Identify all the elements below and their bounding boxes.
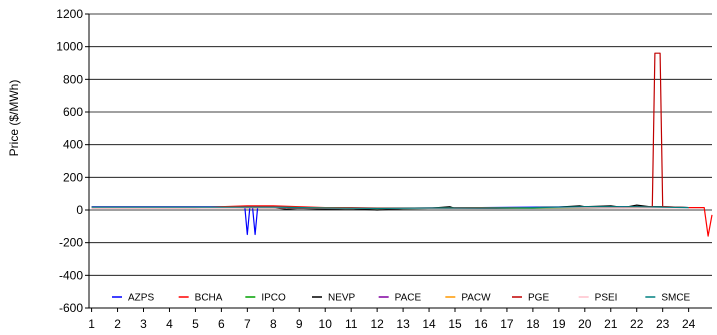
x-tick-label: 8 (270, 317, 277, 331)
legend-label-ipco: IPCO (261, 293, 286, 304)
x-tick-label: 10 (319, 317, 333, 331)
x-tick-label: 3 (140, 317, 147, 331)
plot-area (89, 14, 712, 308)
x-tick-labels: 1 2 3 4 5 6 7 8 9 10 11 12 13 14 15 16 17 18 19 20 21 22 23 24 (88, 317, 695, 331)
y-axis-title: Price ($/MWh) (7, 80, 21, 157)
y-tick-label: 400 (63, 138, 83, 152)
axes (85, 13, 712, 312)
legend: AZPS BCHA IPCO NEVP PACE PACW PGE PSEI SMCE (104, 289, 704, 305)
legend-label-pacw: PACW (461, 293, 491, 304)
y-tick-label: -200 (59, 236, 83, 250)
x-tick-label: 11 (345, 317, 358, 331)
x-tick-label: 14 (422, 317, 436, 331)
y-tick-label: 800 (63, 72, 83, 86)
legend-label-pace: PACE (395, 293, 422, 304)
x-tick-label: 18 (526, 317, 540, 331)
series-line-smce (91, 206, 689, 209)
legend-label-nevp: NEVP (328, 293, 356, 304)
y-tick-label: 1000 (56, 40, 83, 54)
legend-label-bcha: BCHA (195, 293, 223, 304)
x-tick-label: 12 (370, 317, 384, 331)
legend-label-pge: PGE (528, 293, 549, 304)
legend-label-smce: SMCE (661, 293, 690, 304)
series-lines (91, 52, 713, 237)
y-tick-label: -600 (59, 301, 83, 315)
x-tick-label: 5 (192, 317, 199, 331)
x-tick-label: 17 (500, 317, 514, 331)
y-tick-label: 0 (76, 203, 83, 217)
x-tick-label: 22 (630, 317, 644, 331)
x-tick-label: 13 (396, 317, 410, 331)
x-tick-label: 9 (296, 317, 303, 331)
legend-label-azps: AZPS (128, 293, 154, 304)
x-tick-label: 23 (656, 317, 670, 331)
y-tick-label: 600 (63, 105, 83, 119)
x-tick-label: 4 (166, 317, 173, 331)
legend-label-psei: PSEI (595, 293, 618, 304)
x-tick-label: 15 (448, 317, 462, 331)
x-tick-label: 2 (114, 317, 121, 331)
x-tick-label: 1 (88, 317, 95, 331)
x-tick-label: 19 (552, 317, 566, 331)
y-tick-labels: -600 -400 -200 0 200 400 600 800 1000 1200 (56, 7, 83, 315)
x-tick-label: 16 (474, 317, 488, 331)
grid-lines (89, 13, 712, 309)
legend-box (104, 289, 704, 305)
plot-background (89, 14, 712, 308)
x-tick-label: 7 (244, 317, 251, 331)
x-tick-label: 20 (578, 317, 592, 331)
y-tick-label: 1200 (56, 7, 83, 21)
x-tick-label: 21 (604, 317, 618, 331)
x-tick-label: 24 (682, 317, 696, 331)
y-tick-label: -400 (59, 268, 83, 282)
x-tick-label: 6 (218, 317, 225, 331)
y-tick-label: 200 (63, 170, 83, 184)
